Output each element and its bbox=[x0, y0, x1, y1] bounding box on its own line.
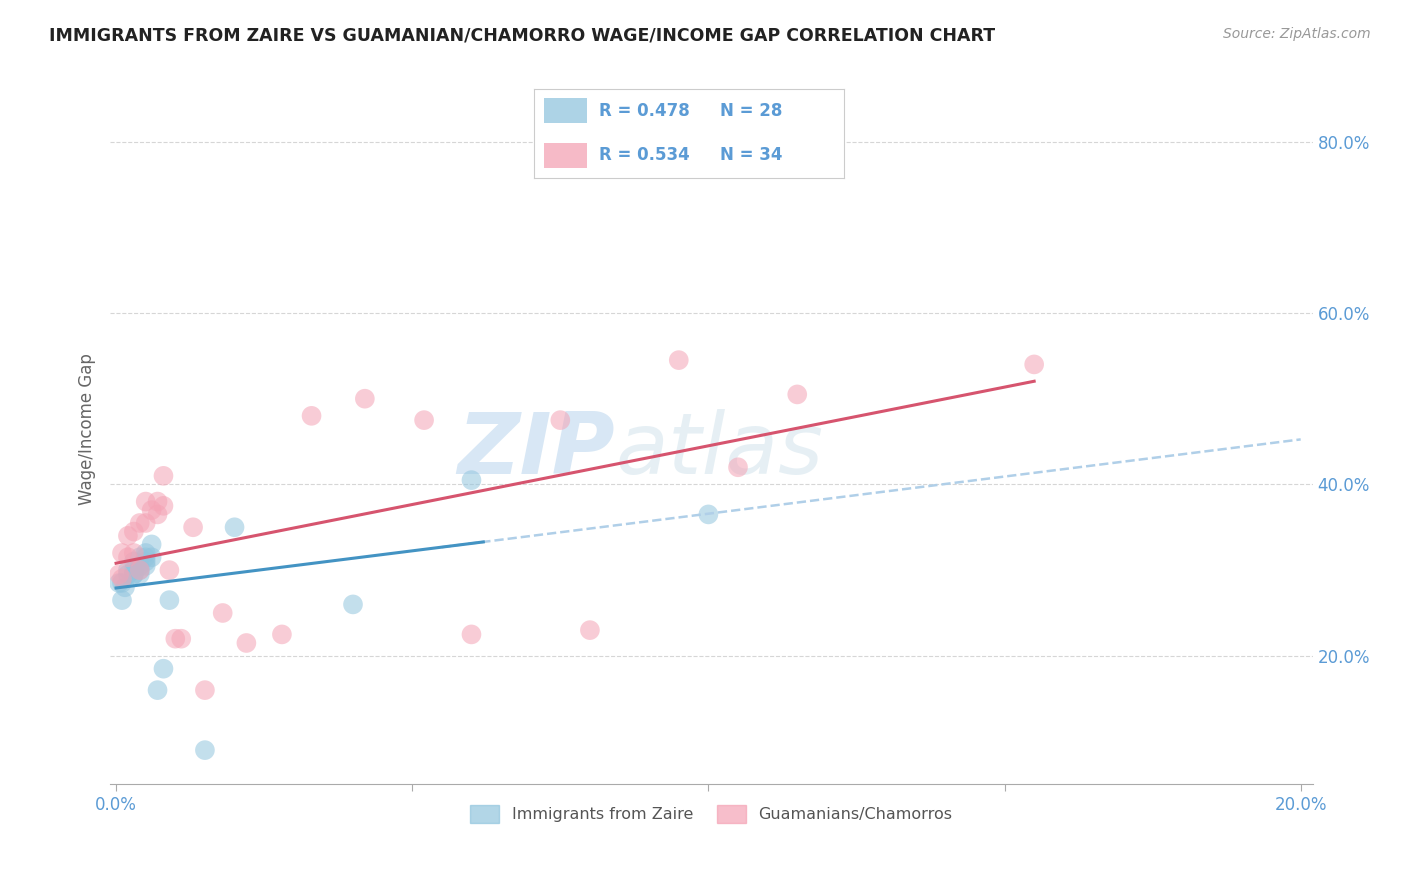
Text: ZIP: ZIP bbox=[457, 409, 616, 491]
Point bbox=[697, 508, 720, 522]
Point bbox=[122, 546, 145, 560]
Point bbox=[170, 632, 193, 646]
Text: Source: ZipAtlas.com: Source: ZipAtlas.com bbox=[1223, 27, 1371, 41]
Point bbox=[786, 387, 808, 401]
Point bbox=[550, 413, 572, 427]
Point bbox=[117, 567, 139, 582]
Point bbox=[128, 516, 150, 530]
Point bbox=[727, 460, 749, 475]
Point bbox=[460, 627, 482, 641]
Point bbox=[117, 563, 139, 577]
Text: N = 28: N = 28 bbox=[720, 102, 782, 120]
Point bbox=[135, 550, 157, 565]
Point bbox=[128, 558, 150, 573]
Text: IMMIGRANTS FROM ZAIRE VS GUAMANIAN/CHAMORRO WAGE/INCOME GAP CORRELATION CHART: IMMIGRANTS FROM ZAIRE VS GUAMANIAN/CHAMO… bbox=[49, 27, 995, 45]
Point bbox=[114, 580, 136, 594]
Legend: Immigrants from Zaire, Guamanians/Chamorros: Immigrants from Zaire, Guamanians/Chamor… bbox=[464, 798, 959, 830]
Point bbox=[135, 546, 157, 560]
Point bbox=[353, 392, 375, 406]
Point bbox=[128, 567, 150, 582]
Point bbox=[135, 555, 157, 569]
Point bbox=[141, 503, 163, 517]
Point bbox=[152, 468, 174, 483]
Point bbox=[122, 524, 145, 539]
Point bbox=[111, 572, 134, 586]
Point bbox=[194, 743, 217, 757]
Text: R = 0.534: R = 0.534 bbox=[599, 146, 690, 164]
Point bbox=[165, 632, 187, 646]
Point bbox=[108, 567, 131, 582]
Point bbox=[111, 546, 134, 560]
Point bbox=[111, 576, 134, 591]
Point bbox=[141, 537, 163, 551]
Point bbox=[211, 606, 233, 620]
Point bbox=[135, 516, 157, 530]
Point bbox=[181, 520, 204, 534]
Point bbox=[128, 550, 150, 565]
Point bbox=[224, 520, 246, 534]
FancyBboxPatch shape bbox=[544, 98, 586, 123]
Point bbox=[579, 623, 602, 637]
Point bbox=[668, 353, 690, 368]
Point bbox=[117, 529, 139, 543]
Point bbox=[146, 508, 169, 522]
Text: atlas: atlas bbox=[616, 409, 823, 491]
Point bbox=[271, 627, 294, 641]
Point bbox=[128, 563, 150, 577]
Point bbox=[413, 413, 436, 427]
Point bbox=[194, 683, 217, 698]
Point bbox=[128, 563, 150, 577]
Point bbox=[122, 563, 145, 577]
Point bbox=[122, 567, 145, 582]
Point bbox=[460, 473, 482, 487]
Text: N = 34: N = 34 bbox=[720, 146, 782, 164]
Point bbox=[342, 598, 364, 612]
Point bbox=[301, 409, 323, 423]
Point bbox=[122, 567, 145, 582]
Point bbox=[135, 558, 157, 573]
Point bbox=[235, 636, 257, 650]
Point bbox=[146, 683, 169, 698]
Point bbox=[152, 499, 174, 513]
Point bbox=[111, 593, 134, 607]
Point bbox=[108, 576, 131, 591]
Point bbox=[135, 494, 157, 508]
Point bbox=[1024, 358, 1046, 372]
Point bbox=[152, 662, 174, 676]
FancyBboxPatch shape bbox=[544, 143, 586, 168]
Point bbox=[117, 550, 139, 565]
Point bbox=[157, 563, 180, 577]
Point bbox=[157, 593, 180, 607]
Text: R = 0.478: R = 0.478 bbox=[599, 102, 690, 120]
Point bbox=[122, 555, 145, 569]
Point bbox=[146, 494, 169, 508]
Y-axis label: Wage/Income Gap: Wage/Income Gap bbox=[79, 352, 96, 505]
Point bbox=[141, 550, 163, 565]
